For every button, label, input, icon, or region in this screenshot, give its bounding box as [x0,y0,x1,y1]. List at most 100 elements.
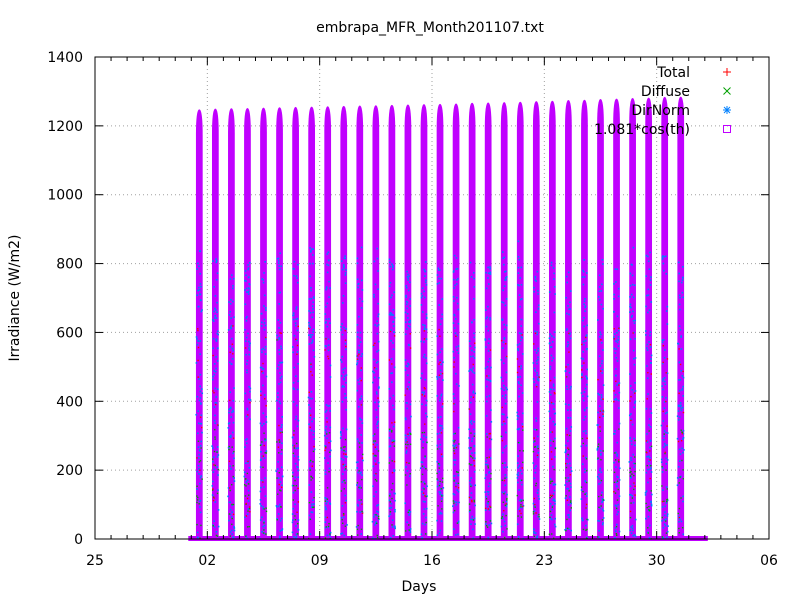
dirnorm-point [247,264,249,266]
dirnorm-point [196,338,198,340]
dirnorm-point [678,272,680,275]
dirnorm-point [554,456,556,458]
diffuse-point [470,432,472,434]
dirnorm-point [297,519,300,521]
dirnorm-point [376,514,378,517]
total-point [391,363,393,365]
dirnorm-point [549,502,552,505]
dirnorm-point [372,381,374,384]
dirnorm-point [392,425,395,428]
dirnorm-point [373,293,375,296]
x-tick-label: 23 [535,553,553,569]
total-point [441,372,444,375]
dirnorm-point [292,318,295,321]
dirnorm-point [471,437,474,440]
dirnorm-point [554,500,556,503]
diffuse-point [343,488,345,490]
diffuse-point [586,518,588,521]
dirnorm-point [424,501,426,503]
total-point [244,347,247,349]
diffuse-point [602,450,604,452]
dirnorm-point [469,355,472,358]
dirnorm-point [263,318,266,321]
diffuse-point [570,500,572,502]
dirnorm-point [585,444,588,447]
diffuse-point [196,495,198,497]
dirnorm-point [662,439,665,441]
total-point [247,414,249,416]
diffuse-point [663,500,665,502]
dirnorm-point [297,362,299,365]
dirnorm-point [377,323,380,326]
dirnorm-point [503,271,506,273]
total-point [549,379,552,382]
dirnorm-point [504,304,507,307]
dirnorm-point [680,348,683,350]
dirnorm-point [585,524,587,527]
dirnorm-point [649,331,652,333]
total-point [599,410,601,412]
diffuse-point [361,510,363,513]
x-tick-label: 06 [760,553,778,569]
total-point [649,450,651,452]
dirnorm-point [198,473,200,475]
dirnorm-point [312,254,314,256]
diffuse-point [376,536,379,539]
total-point [665,372,667,374]
dirnorm-point [263,457,266,459]
dirnorm-point [373,513,376,516]
dirnorm-point [278,383,280,385]
diffuse-point [551,533,553,535]
dirnorm-point [388,456,391,459]
total-point [262,455,264,457]
dirnorm-point [647,455,649,458]
dirnorm-point [632,320,635,322]
dirnorm-point [537,347,540,350]
dirnorm-point [505,445,508,447]
total-point [196,457,198,459]
dirnorm-point [632,296,635,299]
dirnorm-point [537,290,539,292]
dirnorm-point [534,330,536,333]
dirnorm-point [313,503,315,505]
dirnorm-point [262,412,265,415]
dirnorm-point [629,305,631,308]
dirnorm-point [486,505,489,508]
dirnorm-point [474,504,476,507]
dirnorm-point [536,331,539,333]
dirnorm-point [630,526,632,528]
dirnorm-point [629,296,631,298]
total-point [677,440,680,443]
dirnorm-point [472,355,474,358]
dirnorm-point [679,405,682,408]
diffuse-point [500,435,503,438]
dirnorm-point [516,344,519,346]
dirnorm-point [342,465,345,467]
dirnorm-point [308,412,311,415]
diffuse-point [501,479,504,482]
diffuse-point [344,468,347,470]
dirnorm-point [308,484,311,486]
dirnorm-point [597,520,599,522]
diffuse-point [409,443,412,445]
dirnorm-point [324,322,327,324]
dirnorm-point [406,521,408,524]
dirnorm-point [339,431,342,433]
total-point [391,471,394,474]
dirnorm-point [422,487,424,490]
dirnorm-point [630,477,632,479]
diffuse-point [248,494,250,496]
diffuse-point [537,447,539,450]
diffuse-point [598,506,600,508]
dirnorm-point [468,447,470,449]
dirnorm-point [216,272,219,275]
dirnorm-point [326,417,328,419]
total-point [568,351,570,353]
dirnorm-point [554,446,557,449]
dirnorm-point [308,423,310,426]
dirnorm-point [485,385,488,388]
dirnorm-point [278,338,281,340]
dirnorm-point [600,471,603,474]
dirnorm-point [650,500,652,503]
diffuse-point [244,478,247,480]
